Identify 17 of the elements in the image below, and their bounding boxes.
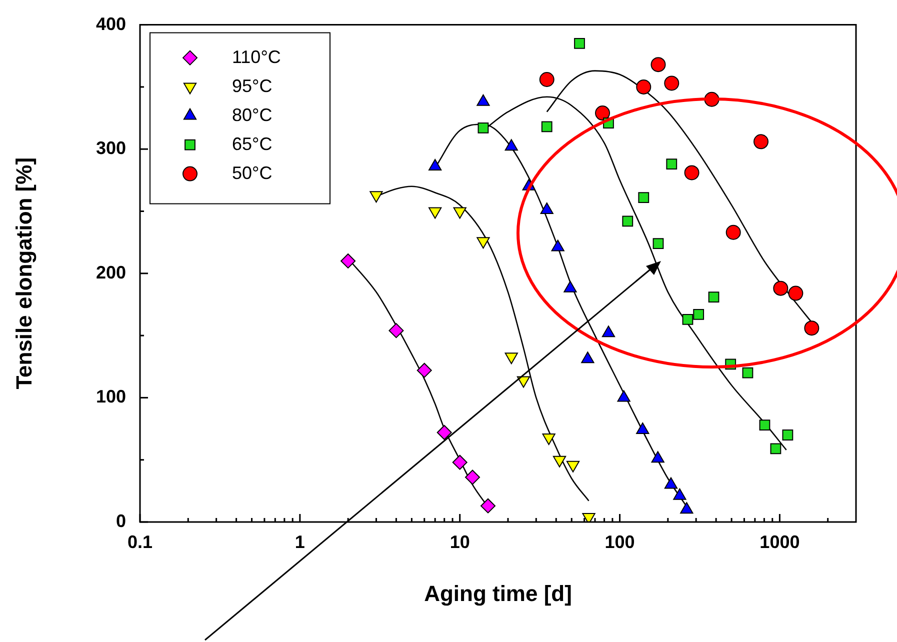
y-axis-title: Tensile elongation [%]: [11, 157, 36, 390]
legend-label: 80°C: [232, 104, 272, 125]
y-tick-label: 400: [96, 14, 126, 34]
legend-label: 50°C: [232, 162, 272, 183]
x-tick-label: 1000: [760, 532, 800, 552]
legend-label: 110°C: [232, 46, 281, 67]
y-tick-label: 200: [96, 262, 126, 282]
x-axis-title: Aging time [d]: [424, 580, 572, 606]
legend-label: 65°C: [232, 134, 272, 154]
y-tick-label: 300: [96, 138, 126, 158]
x-tick-label: 100: [604, 532, 635, 552]
x-tick-label: 10: [450, 532, 470, 552]
x-tick-label: 0.1: [127, 532, 153, 552]
y-tick-label: 100: [96, 386, 126, 407]
legend-label: 95°C: [232, 76, 272, 96]
x-tick-label: 1: [294, 532, 305, 552]
y-tick-label: 0: [116, 510, 126, 531]
